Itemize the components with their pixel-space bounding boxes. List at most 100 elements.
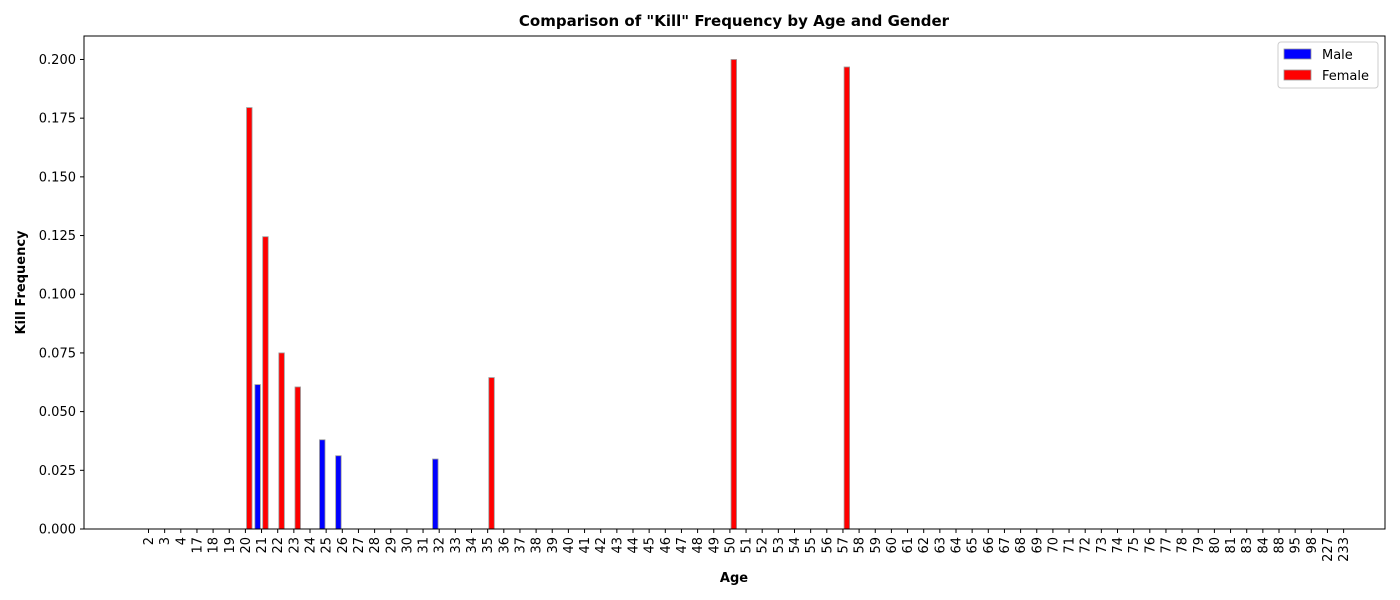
chart-title: Comparison of "Kill" Frequency by Age an…: [519, 12, 950, 30]
x-tick-label: 49: [707, 537, 722, 554]
legend-label-female: Female: [1322, 69, 1369, 84]
x-tick-label: 67: [998, 537, 1013, 554]
x-tick-label: 77: [1159, 537, 1174, 554]
bar-female-50: [730, 59, 737, 530]
x-tick-label: 72: [1079, 537, 1094, 554]
x-tick-label: 70: [1046, 537, 1061, 554]
x-tick-label: 57: [836, 537, 851, 554]
x-tick-label: 40: [562, 537, 577, 554]
x-tick-label: 78: [1176, 537, 1191, 554]
x-tick-label: 56: [820, 537, 835, 554]
x-tick-label: 79: [1192, 537, 1207, 554]
x-tick-label: 46: [659, 537, 674, 554]
x-tick-label: 17: [190, 537, 205, 554]
x-tick-label: 98: [1305, 537, 1320, 554]
x-tick-label: 44: [627, 537, 642, 554]
bars-group: [246, 59, 850, 530]
x-tick-label: 25: [320, 537, 335, 554]
x-tick-label: 4: [174, 537, 189, 545]
x-tick-label: 233: [1337, 537, 1352, 562]
x-tick-label: 39: [546, 537, 561, 554]
x-tick-label: 95: [1289, 537, 1304, 554]
x-tick-label: 43: [610, 537, 625, 554]
x-tick-label: 52: [756, 537, 771, 554]
x-tick-label: 22: [271, 537, 286, 554]
x-tick-label: 74: [1111, 537, 1126, 554]
y-axis-ticks: 0.000 0.025 0.050 0.075 0.100 0.125 0.150 0.175…: [39, 53, 84, 538]
bar-male-26: [335, 455, 342, 530]
x-tick-label: 47: [675, 537, 690, 554]
x-tick-label: 42: [594, 537, 609, 554]
x-tick-label: 32: [433, 537, 448, 554]
x-tick-label: 35: [481, 537, 496, 554]
plot-frame: [83, 35, 1386, 530]
x-tick-label: 62: [917, 537, 932, 554]
x-tick-label: 88: [1273, 537, 1288, 554]
x-axis-ticks: 2 3 4 17 18 19 20 21 22 23 24 25 26 27 28 29 30 31 32 33 34 3…: [142, 529, 1352, 562]
x-tick-label: 71: [1063, 537, 1078, 554]
x-tick-label: 36: [497, 537, 512, 554]
x-tick-label: 59: [869, 537, 884, 554]
y-tick-label: 0.175: [39, 112, 76, 127]
legend-swatch-female: [1283, 69, 1312, 81]
x-tick-label: 48: [691, 537, 706, 554]
x-tick-label: 18: [207, 537, 222, 554]
x-tick-label: 50: [723, 537, 738, 554]
x-tick-label: 84: [1256, 537, 1271, 554]
x-tick-label: 29: [384, 537, 399, 554]
x-tick-label: 75: [1127, 537, 1142, 554]
x-tick-label: 37: [513, 537, 528, 554]
x-tick-label: 58: [853, 537, 868, 554]
x-tick-label: 24: [304, 537, 319, 554]
x-tick-label: 51: [740, 537, 755, 554]
x-tick-label: 33: [449, 537, 464, 554]
bar-male-25: [319, 439, 326, 530]
bar-female-21: [262, 236, 269, 530]
x-tick-label: 19: [223, 537, 238, 554]
x-tick-label: 63: [933, 537, 948, 554]
x-tick-label: 21: [255, 537, 270, 554]
x-tick-label: 73: [1095, 537, 1110, 554]
bar-female-57: [843, 66, 850, 530]
x-tick-label: 2: [142, 537, 157, 545]
bar-female-20: [246, 107, 253, 530]
bar-female-22: [278, 352, 285, 530]
x-tick-label: 66: [982, 537, 997, 554]
x-tick-label: 60: [885, 537, 900, 554]
x-tick-label: 31: [417, 537, 432, 554]
y-tick-label: 0.125: [39, 229, 76, 244]
x-axis-label: Age: [720, 571, 748, 586]
x-tick-label: 41: [578, 537, 593, 554]
x-tick-label: 23: [287, 537, 302, 554]
y-tick-label: 0.200: [39, 53, 76, 68]
x-tick-label: 55: [804, 537, 819, 554]
x-tick-label: 68: [1014, 537, 1029, 554]
y-tick-label: 0.050: [39, 405, 76, 420]
x-tick-label: 83: [1240, 537, 1255, 554]
bar-female-23: [294, 386, 301, 530]
x-tick-label: 30: [400, 537, 415, 554]
x-tick-label: 80: [1208, 537, 1223, 554]
y-axis-label: Kill Frequency: [14, 230, 29, 335]
x-tick-label: 28: [368, 537, 383, 554]
x-tick-label: 34: [465, 537, 480, 554]
y-tick-label: 0.025: [39, 464, 76, 479]
x-tick-label: 69: [1030, 537, 1045, 554]
bar-male-32: [432, 458, 439, 530]
x-tick-label: 81: [1224, 537, 1239, 554]
x-tick-label: 26: [336, 537, 351, 554]
x-tick-label: 65: [966, 537, 981, 554]
y-tick-label: 0.075: [39, 346, 76, 361]
y-tick-label: 0.100: [39, 288, 76, 303]
x-tick-label: 76: [1143, 537, 1158, 554]
x-tick-label: 227: [1321, 537, 1336, 562]
legend: Male Female: [1277, 41, 1379, 89]
x-tick-label: 64: [950, 537, 965, 554]
legend-label-male: Male: [1322, 48, 1353, 63]
legend-swatch-male: [1283, 48, 1312, 60]
y-tick-label: 0.150: [39, 170, 76, 185]
x-tick-label: 45: [643, 537, 658, 554]
x-tick-label: 61: [901, 537, 916, 554]
x-tick-label: 38: [530, 537, 545, 554]
